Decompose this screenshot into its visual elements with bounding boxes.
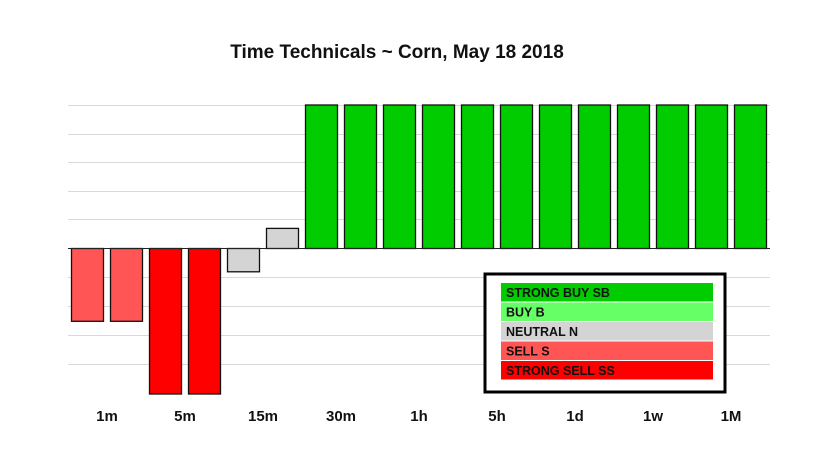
bar-15m-n [265,227,300,250]
bar-1h-sb [382,104,417,250]
legend-swatch-n [501,322,713,341]
bar-15m-n [226,247,261,273]
legend-swatch-s [501,341,713,360]
x-tick-label: 1d [566,408,584,425]
bar-1d-sb [538,104,573,250]
x-tick-labels: 1m 5m 15m 30m 1h 5h 1d 1w 1M [96,408,741,425]
bar-1w-sb [655,104,690,250]
gridlines [68,105,770,365]
x-tick-label: 1w [643,408,663,425]
bar-30m-sb [343,104,378,250]
legend-label-s: SELL S [506,345,550,359]
legend-swatch-ss [501,361,713,380]
bar-1d-sb [577,104,612,250]
x-tick-label: 15m [248,408,278,425]
legend-swatch-sb [501,283,713,302]
x-tick-label: 1m [96,408,118,425]
bar-1w-sb [616,104,651,250]
bar-30m-sb [304,104,339,250]
x-tick-label: 1h [410,408,428,425]
chart-title: Time Technicals ~ Corn, May 18 2018 [230,42,564,63]
bar-5m-ss [187,247,222,395]
legend-swatch-b [501,302,713,321]
bar-1m-s [70,247,105,322]
x-tick-label: 5h [488,408,506,425]
x-tick-label: 30m [326,408,356,425]
bar-1M-sb [733,104,768,250]
legend: STRONG BUY SB BUY B NEUTRAL N SELL S STRONG … [483,272,727,394]
x-tick-label: 1M [721,408,742,425]
bar-5m-ss [148,247,183,395]
legend-label-sb: STRONG BUY SB [506,286,610,300]
bar-5h-sb [460,104,495,250]
bar-5h-sb [499,104,534,250]
bar-1M-sb [694,104,729,250]
legend-label-n: NEUTRAL N [506,325,578,339]
legend-label-b: BUY B [506,306,545,320]
bars-group [70,104,768,395]
legend-label-ss: STRONG SELL SS [506,364,615,378]
bar-1m-s [109,247,144,322]
bar-1h-sb [421,104,456,250]
x-tick-label: 5m [174,408,196,425]
